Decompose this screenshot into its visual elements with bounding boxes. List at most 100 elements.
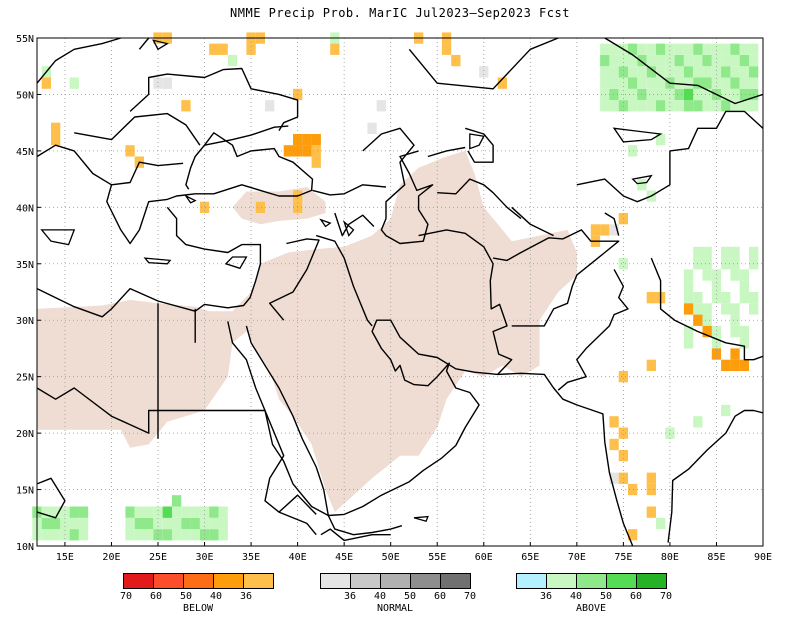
legend-above-swatch: [577, 574, 607, 588]
prob-cell: [600, 66, 610, 78]
prob-cell: [41, 77, 51, 89]
prob-cell: [618, 371, 628, 383]
coastline-segment: [427, 146, 466, 158]
legend-above-tick: 60: [629, 591, 643, 602]
prob-cell: [674, 77, 684, 89]
legend-normal-tick: 50: [403, 591, 417, 602]
island-outline: [40, 229, 76, 246]
coastline-segment: [74, 112, 201, 146]
prob-cell: [199, 201, 210, 213]
prob-cell: [702, 269, 712, 281]
coastline-segment: [315, 234, 373, 327]
island-outline: [152, 39, 169, 51]
coastline-segment: [36, 37, 122, 84]
prob-cell: [209, 506, 219, 518]
prob-cell: [600, 77, 610, 89]
prob-cell: [618, 66, 628, 78]
coastline-segment: [227, 321, 403, 536]
prob-cell: [293, 134, 303, 146]
prob-cell: [628, 54, 638, 67]
prob-cell: [41, 529, 51, 541]
prob-cell: [376, 100, 386, 112]
coastline-segment: [312, 184, 387, 196]
prob-cell: [69, 77, 79, 89]
prob-cell: [721, 77, 731, 89]
prob-cell: [144, 506, 154, 518]
prob-cell: [628, 88, 638, 101]
prob-cell: [665, 43, 675, 55]
prob-cell: [628, 100, 638, 112]
legend-normal-swatch: [411, 574, 441, 588]
legend-normal-swatch: [351, 574, 381, 588]
prob-cell: [153, 517, 163, 530]
prob-cell: [721, 246, 731, 259]
coastline-segment: [264, 410, 317, 515]
prob-cell: [311, 134, 321, 146]
legend-below-tick: 60: [149, 591, 163, 602]
prob-cell: [739, 292, 749, 304]
prob-cell: [739, 269, 749, 281]
prob-cell: [162, 517, 172, 530]
prob-cell: [656, 100, 666, 112]
legend-normal-label: NORMAL: [376, 603, 414, 614]
longitude-labels: 15E 20E 25E 30E 35E 40E 45E 50E 55E 60E 65E 70E 75E 8…: [56, 542, 772, 563]
prob-cell: [209, 43, 219, 55]
prob-cell: [255, 201, 265, 213]
lat-tick-label: 25N: [16, 373, 34, 384]
prob-cell: [711, 100, 722, 112]
island-outline: [183, 194, 197, 204]
prob-cell: [330, 43, 340, 55]
lon-tick-label: 55E: [428, 552, 446, 563]
prob-cell: [134, 517, 144, 530]
prob-cell: [172, 506, 182, 518]
prob-cell: [609, 43, 619, 55]
prob-cell: [125, 529, 135, 541]
legend-below-tick: 50: [179, 591, 193, 602]
prob-cell: [218, 43, 228, 55]
prob-cell: [609, 77, 619, 89]
prob-cell: [683, 292, 694, 304]
prob-cell: [702, 54, 712, 67]
lon-tick-label: 60E: [475, 552, 493, 563]
map-frame: [36, 37, 764, 547]
prob-cell: [683, 337, 694, 349]
legend-above-ticks: 36 40 50 60 70: [516, 591, 672, 603]
prob-cell: [749, 54, 759, 67]
prob-cell: [125, 506, 135, 518]
prob-cell: [41, 506, 51, 518]
prob-cell: [367, 122, 377, 134]
prob-cell: [683, 77, 694, 89]
lon-tick-label: 20E: [102, 552, 120, 563]
lon-tick-label: 75E: [614, 552, 632, 563]
prob-cell: [702, 246, 712, 259]
coastline-segment: [269, 238, 320, 321]
prob-cell: [683, 269, 694, 281]
prob-cell: [702, 303, 712, 315]
prob-cell: [609, 472, 619, 484]
prob-cell: [749, 66, 759, 78]
prob-cell: [302, 145, 312, 157]
prob-cell: [51, 517, 61, 530]
prob-cell: [683, 280, 694, 292]
prob-cell: [730, 43, 740, 55]
lat-tick-label: 10N: [16, 542, 34, 553]
prob-cell: [702, 43, 712, 55]
coastline-segment: [36, 132, 314, 245]
coastline-segment: [669, 110, 764, 152]
prob-cell: [739, 77, 749, 89]
legend-above: 36 40 50 60 70 ABOVE: [516, 573, 672, 614]
prob-cell: [721, 303, 731, 315]
prob-cell: [609, 54, 619, 67]
prob-cell: [721, 100, 731, 112]
prob-cell: [730, 246, 740, 259]
coastline-segment: [111, 161, 184, 186]
lat-tick-label: 50N: [16, 90, 34, 101]
prob-cell: [693, 54, 703, 67]
coastline-segment: [129, 67, 299, 131]
prob-cell: [683, 303, 694, 315]
prob-cell: [730, 54, 740, 67]
prob-cell: [190, 506, 200, 518]
prob-cell: [665, 54, 675, 67]
legend-above-swatch: [517, 574, 547, 588]
prob-cell: [656, 43, 666, 55]
